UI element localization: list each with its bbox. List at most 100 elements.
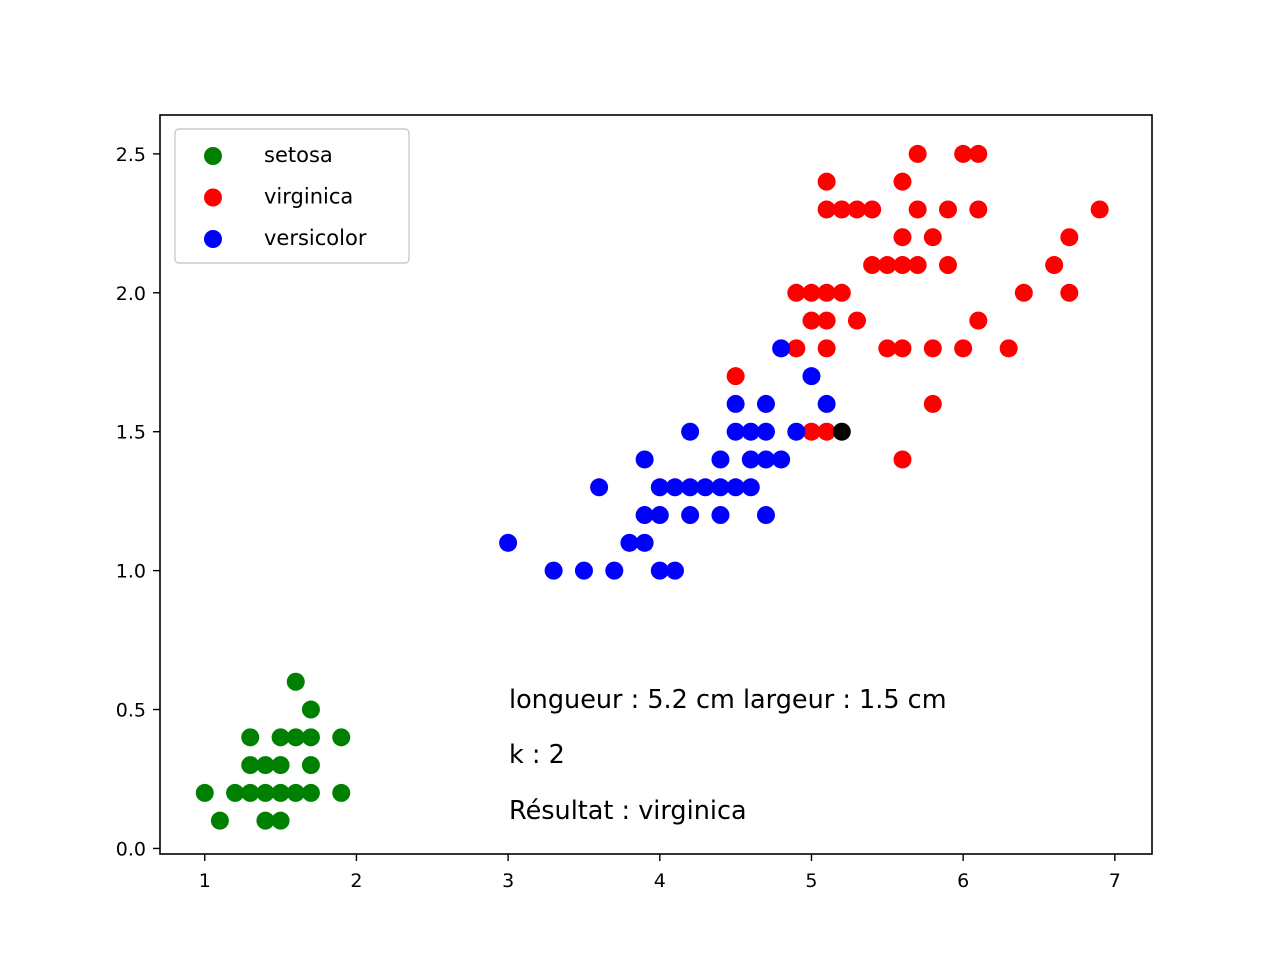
versicolor-point	[650, 506, 669, 525]
setosa-point	[256, 783, 275, 802]
versicolor-point	[650, 561, 669, 580]
versicolor-point	[817, 394, 836, 413]
plot-area	[195, 144, 1109, 830]
virginica-point	[923, 339, 942, 358]
versicolor-point	[499, 533, 518, 552]
versicolor-point	[650, 478, 669, 497]
versicolor-point	[802, 367, 821, 386]
legend-box	[174, 128, 410, 264]
legend-label-virginica: virginica	[264, 185, 353, 209]
versicolor-point	[741, 450, 760, 469]
virginica-point	[832, 283, 851, 302]
legend-label-setosa: setosa	[264, 143, 333, 167]
setosa-point	[241, 728, 260, 747]
versicolor-point	[726, 394, 745, 413]
virginica-point	[802, 283, 821, 302]
versicolor-point	[590, 478, 609, 497]
virginica-point	[893, 450, 912, 469]
versicolor-point	[726, 478, 745, 497]
virginica-point	[878, 256, 897, 275]
y-tick-label: 0.5	[116, 700, 146, 722]
versicolor-point	[681, 506, 700, 525]
setosa-point	[301, 783, 320, 802]
annotation-k: k : 2	[509, 740, 565, 770]
versicolor-point	[756, 394, 775, 413]
setosa-point	[241, 783, 260, 802]
legend-label-versicolor: versicolor	[264, 226, 367, 250]
y-tick-label: 2.0	[116, 283, 146, 305]
x-tick-label: 2	[350, 870, 362, 892]
virginica-point	[1014, 283, 1033, 302]
versicolor-point	[787, 422, 806, 441]
annotations: longueur : 5.2 cm largeur : 1.5 cm k : 2…	[509, 685, 947, 826]
versicolor-point	[711, 478, 730, 497]
x-tick-label: 1	[199, 870, 211, 892]
setosa-point	[271, 756, 290, 775]
virginica-point	[817, 339, 836, 358]
versicolor-point	[605, 561, 624, 580]
versicolor-point	[772, 450, 791, 469]
y-tick-label: 1.5	[116, 422, 146, 444]
virginica-point	[817, 200, 836, 219]
versicolor-point	[665, 561, 684, 580]
setosa-point	[332, 728, 351, 747]
virginica-point	[1060, 228, 1079, 247]
versicolor-point	[574, 561, 593, 580]
virginica-point	[908, 256, 927, 275]
virginica-point	[817, 283, 836, 302]
virginica-point	[923, 394, 942, 413]
setosa-point	[256, 756, 275, 775]
axes-border	[159, 114, 1153, 855]
virginica-point	[787, 339, 806, 358]
legend-marker-virginica	[204, 188, 222, 207]
annotation-dimensions: longueur : 5.2 cm largeur : 1.5 cm	[509, 685, 947, 715]
virginica-point	[1090, 200, 1109, 219]
x-tick-label: 7	[1109, 870, 1121, 892]
versicolor-point	[726, 422, 745, 441]
virginica-point	[893, 172, 912, 191]
y-tick-label: 2.5	[116, 144, 146, 166]
setosa-point	[301, 728, 320, 747]
versicolor-point	[681, 422, 700, 441]
setosa-point	[286, 672, 305, 691]
virginica-point	[832, 200, 851, 219]
axes-frame: 1 2 3 4 5 6 7 0.0 0.5 1.0 1.5 2.0 2.5	[116, 114, 1153, 892]
virginica-point	[847, 311, 866, 330]
virginica-point	[954, 339, 973, 358]
setosa-point	[301, 756, 320, 775]
virginica-point	[787, 283, 806, 302]
annotation-result: Résultat : virginica	[509, 796, 747, 826]
setosa-point	[226, 783, 245, 802]
virginica-point	[893, 228, 912, 247]
virginica-point	[847, 200, 866, 219]
virginica-point	[1045, 256, 1064, 275]
versicolor-point	[756, 506, 775, 525]
virginica-point	[923, 228, 942, 247]
setosa-point	[286, 783, 305, 802]
versicolor-point	[635, 506, 654, 525]
versicolor-point	[681, 478, 700, 497]
virginica-point	[999, 339, 1018, 358]
virginica-point	[817, 311, 836, 330]
x-tick-label: 3	[502, 870, 514, 892]
versicolor-point	[711, 506, 730, 525]
virginica-point	[938, 256, 957, 275]
legend-marker-versicolor	[204, 230, 222, 248]
virginica-point	[878, 339, 897, 358]
virginica-point	[969, 200, 988, 219]
virginica-point	[938, 200, 957, 219]
query-point	[832, 422, 851, 441]
versicolor-point	[741, 478, 760, 497]
y-tick-label: 1.0	[116, 561, 146, 583]
virginica-point	[802, 311, 821, 330]
setosa-point	[332, 783, 351, 802]
setosa-point	[301, 700, 320, 719]
versicolor-point	[544, 561, 563, 580]
versicolor-point	[756, 450, 775, 469]
versicolor-point	[635, 533, 654, 552]
x-tick-label: 4	[654, 870, 666, 892]
virginica-point	[954, 144, 973, 163]
setosa-point	[271, 783, 290, 802]
virginica-point	[893, 339, 912, 358]
